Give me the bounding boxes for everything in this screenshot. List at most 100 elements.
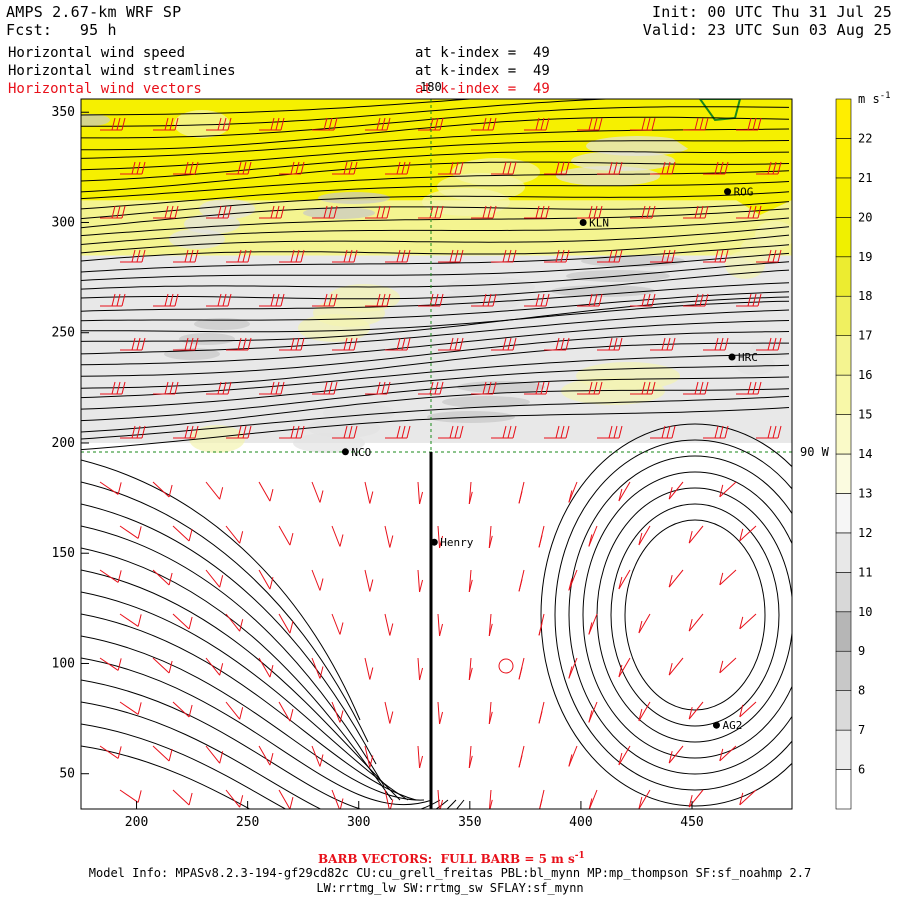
x-tick-label: 250 [236, 815, 259, 830]
barb-flag [719, 161, 724, 175]
barb-flag [666, 161, 671, 175]
barb-flag [222, 205, 227, 219]
parallel-label: 90 W [800, 445, 830, 459]
y-tick-label: 250 [52, 326, 75, 341]
barb-flag [439, 293, 444, 307]
barb-shaft [468, 481, 472, 504]
barb-flag [739, 528, 744, 541]
barb-flag [270, 381, 275, 395]
barb-flag [488, 623, 493, 637]
barb-flag [459, 161, 464, 175]
barb-flag [777, 161, 782, 175]
streamline [81, 140, 790, 171]
barb-flag [641, 117, 646, 131]
barb-flag [343, 337, 348, 351]
barb-flag [406, 337, 411, 351]
barb-flag [598, 205, 603, 219]
barb-flag [668, 662, 673, 676]
barb-shaft [311, 745, 321, 767]
barb-shaft [205, 657, 221, 676]
barb-shaft [99, 657, 119, 671]
barb-flag [168, 572, 173, 586]
barb-flag [618, 664, 623, 678]
barb-flag [219, 575, 224, 588]
y-tick-label: 300 [52, 215, 75, 230]
streamline [81, 353, 790, 399]
barb-flag [290, 249, 295, 263]
barb-flag [555, 249, 560, 263]
barb-shaft [384, 525, 391, 548]
barb-flag [269, 488, 274, 502]
barb-flag [539, 799, 543, 809]
x-tick-label: 350 [458, 815, 481, 830]
barb-shaft [384, 789, 390, 809]
barb-flag [396, 337, 401, 351]
barb-flag [439, 381, 444, 395]
barb-flag [694, 205, 699, 219]
barb-flag [482, 205, 487, 219]
barb-flag [502, 249, 507, 263]
colorbar-box [835, 98, 852, 139]
barb-flag [419, 667, 424, 681]
streamline [81, 320, 790, 366]
barb-flag [540, 293, 545, 307]
barb-flag [593, 293, 598, 307]
streamline [81, 99, 478, 116]
streamline [81, 309, 790, 355]
barb-shaft [311, 481, 321, 503]
barb-flag [666, 337, 671, 351]
barb-flag [772, 249, 777, 263]
barb-flag [168, 748, 173, 762]
barb-flag [237, 425, 242, 439]
barb-flag [588, 622, 593, 635]
barb-flag [168, 660, 173, 674]
x-tick-label: 200 [125, 815, 148, 830]
barb-flag [560, 249, 565, 263]
barb-flag [290, 337, 295, 351]
streamline [81, 151, 790, 182]
valid-time: Valid: 23 UTC Sun 03 Aug 25 [642, 21, 892, 39]
barb-flag [613, 337, 618, 351]
barb-flag [699, 117, 704, 131]
barb-flag [328, 293, 333, 307]
speed-patch [447, 277, 535, 297]
barb-flag [487, 205, 492, 219]
station-marker [712, 721, 720, 729]
barb-flag [777, 249, 782, 263]
barb-flag [593, 117, 598, 131]
barb-flag [638, 708, 643, 722]
barb-flag [568, 666, 573, 679]
barb-flag [507, 425, 512, 439]
colorbar-box [835, 650, 852, 691]
barb-shaft [739, 613, 757, 630]
barb-flag [386, 381, 391, 395]
barb-flag [487, 293, 492, 307]
colorbar-box [835, 414, 852, 455]
streamline [81, 269, 790, 300]
barb-flag [568, 754, 573, 767]
barb-flag [565, 161, 570, 175]
barb-flag [538, 711, 543, 724]
barb-flag [406, 425, 411, 439]
colorbar-tick-label: 10 [858, 605, 872, 619]
barb-flag [280, 117, 285, 131]
barb-flag [376, 293, 381, 307]
speed-patch [184, 214, 240, 234]
barb-flag [401, 337, 406, 351]
barb-flag [661, 425, 666, 439]
barb-flag [641, 205, 646, 219]
barb-flag [507, 249, 512, 263]
barb-flag [401, 425, 406, 439]
barb-shaft [311, 657, 321, 679]
barb-flag [641, 293, 646, 307]
barb-flag [319, 754, 324, 767]
barb-flag [434, 381, 439, 395]
barb-flag [502, 425, 507, 439]
barb-shaft [331, 701, 341, 723]
barb-flag [401, 161, 406, 175]
streamline [81, 657, 433, 806]
barb-flag [323, 381, 328, 395]
barb-shaft [331, 789, 340, 809]
colorbar-tick-label: 8 [858, 684, 865, 698]
barb-flag [699, 293, 704, 307]
